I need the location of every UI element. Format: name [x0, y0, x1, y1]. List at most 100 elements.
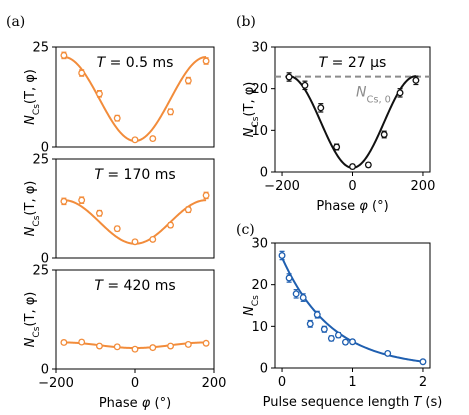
- y-tick-label: 20: [251, 82, 268, 97]
- data-point: [149, 135, 157, 143]
- data-point: [202, 57, 210, 65]
- y-axis-label: NCs(T, φ): [23, 181, 42, 237]
- label-symbol: N: [356, 85, 367, 101]
- label-symbol: N: [242, 306, 257, 316]
- data-point: [285, 73, 293, 81]
- data-point: [333, 143, 341, 151]
- y-tick-label: 0: [41, 141, 49, 156]
- fit-curve: [281, 257, 424, 363]
- x-label-text: Phase: [316, 199, 359, 214]
- data-point: [131, 136, 139, 144]
- data-point: [149, 344, 157, 352]
- data-point: [301, 81, 309, 89]
- data-point: [419, 358, 427, 366]
- label-rest: (T, φ): [23, 181, 38, 216]
- plot-c: 0 10 20 30 0 1 2 NCs Pulse sequence length T (s): [242, 237, 442, 411]
- label-rest: (T, φ): [23, 69, 38, 104]
- y-axis-label: NCs(T, φ): [23, 69, 42, 125]
- x-tick-label: −200: [38, 376, 74, 391]
- y-tick-label: 10: [251, 124, 268, 139]
- y-axis-label: NCs(T, φ): [242, 82, 261, 138]
- label-subscript: Cs: [32, 215, 42, 226]
- panel-c: (c) 0 10 20 30 0 1 2 NCs Pulse sequence length T…: [236, 222, 442, 410]
- x-label-unit: (°): [368, 199, 389, 214]
- data-point: [380, 131, 388, 138]
- data-point: [184, 77, 192, 85]
- y-tick-label: 0: [41, 252, 49, 267]
- data-point: [167, 108, 174, 116]
- data-point: [396, 89, 404, 97]
- x-tick-label: 0: [131, 376, 139, 391]
- data-point: [149, 235, 157, 243]
- x-axis-label: Phase φ (°): [99, 396, 171, 411]
- fit-curve: [63, 199, 207, 245]
- data-point: [113, 343, 121, 351]
- x-tick-label: −200: [264, 179, 300, 194]
- plot-a2: 0 25 NCs(T, φ) T = 170 ms: [23, 153, 215, 267]
- data-point: [306, 320, 314, 328]
- data-point: [292, 290, 300, 298]
- data-point: [131, 345, 139, 353]
- annotation-variable: T: [319, 55, 329, 71]
- data-point: [412, 76, 420, 84]
- annotation-value: = 420 ms: [103, 278, 176, 294]
- data-point: [299, 294, 307, 302]
- x-label-unit: (°): [150, 396, 171, 411]
- y-tick-label: 20: [251, 278, 268, 293]
- x-label-variable: φ: [142, 396, 151, 411]
- label-subscript: Cs: [32, 326, 42, 337]
- data-point: [60, 51, 68, 59]
- annotation-variable: T: [94, 278, 104, 294]
- data-point: [78, 338, 86, 346]
- panel-annotation: T = 170 ms: [94, 167, 175, 183]
- label-rest: (T, φ): [242, 82, 257, 117]
- y-axis-label: NCs: [242, 295, 261, 316]
- panel-label-a: (a): [6, 14, 25, 30]
- label-symbol: N: [23, 115, 38, 125]
- y-tick-label: 30: [251, 41, 268, 56]
- panel-annotation: T = 0.5 ms: [97, 55, 174, 71]
- annotation-variable: T: [97, 55, 107, 71]
- annotation-value: = 170 ms: [103, 167, 176, 183]
- x-axis-label: Pulse sequence length T (s): [263, 395, 443, 410]
- data-point: [285, 274, 293, 282]
- x-label-text: Pulse sequence length: [263, 395, 414, 410]
- data-point: [167, 221, 174, 229]
- label-symbol: N: [23, 337, 38, 347]
- x-label-unit: (s): [421, 395, 442, 410]
- label-symbol: N: [242, 127, 257, 137]
- label-subscript: Cs, 0: [367, 94, 391, 105]
- data-point: [184, 340, 192, 348]
- x-label-variable: φ: [359, 199, 368, 214]
- panel-label-c: (c): [236, 222, 255, 238]
- data-point: [342, 338, 349, 346]
- data-point: [78, 69, 86, 77]
- label-subscript: Cs: [251, 116, 261, 127]
- x-tick-label: 200: [411, 179, 436, 194]
- data-point: [95, 209, 103, 217]
- label-subscript: Cs: [251, 295, 261, 306]
- data-point: [95, 342, 103, 350]
- data-point: [327, 334, 335, 342]
- panel-a2: 0 25 NCs(T, φ) T = 170 ms: [23, 153, 215, 267]
- data-point: [78, 196, 86, 204]
- data-point: [167, 342, 174, 350]
- y-tick-label: 30: [251, 237, 268, 252]
- data-point: [131, 238, 139, 246]
- y-tick-label: 25: [32, 153, 49, 168]
- panel-label-b: (b): [236, 14, 256, 30]
- x-tick-label: 2: [419, 375, 427, 390]
- y-tick-label: 0: [260, 166, 268, 181]
- x-axis-label: Phase φ (°): [316, 199, 388, 214]
- data-point: [320, 325, 328, 333]
- annotation-value: = 27 μs: [327, 55, 386, 71]
- x-label-text: Phase: [99, 396, 142, 411]
- data-point: [113, 114, 121, 122]
- axes-frame: [274, 242, 431, 369]
- axes-frame: [55, 46, 215, 148]
- panel-a1: (a) 0 25 NCs(T, φ) T = 0.5 ms: [6, 14, 215, 156]
- data-point: [60, 197, 68, 205]
